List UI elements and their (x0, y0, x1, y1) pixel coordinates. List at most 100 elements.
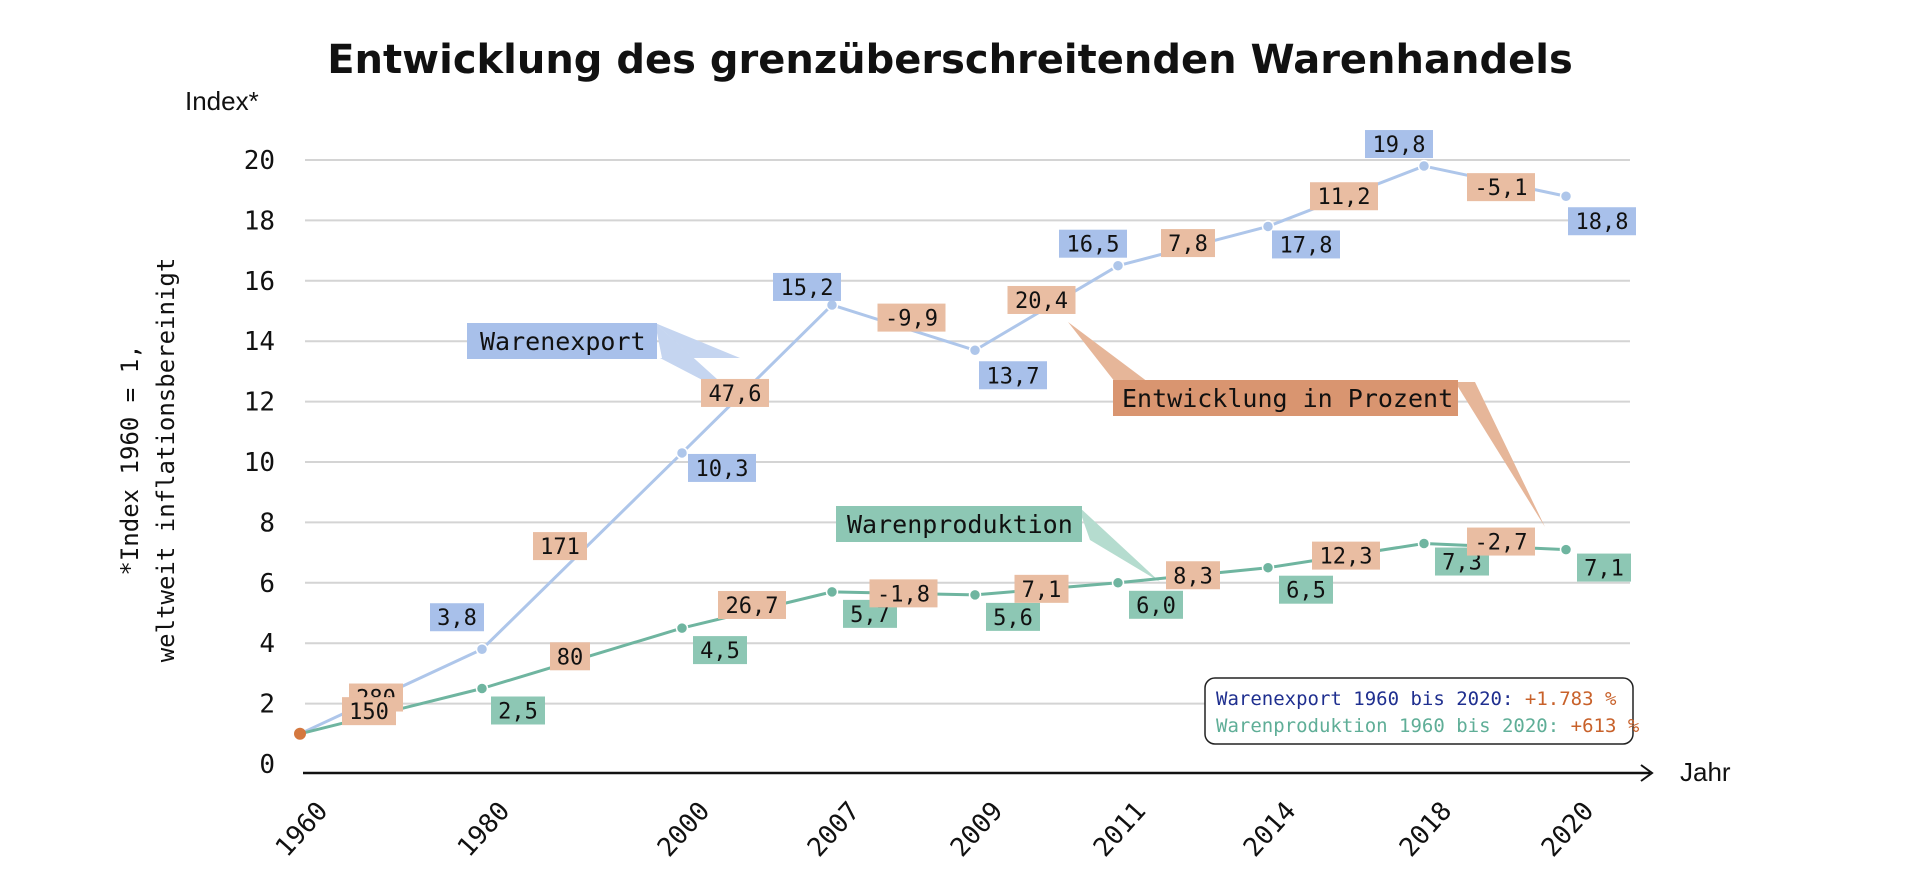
summary-line-production: Warenproduktion 1960 bis 2020: +613 % (1216, 715, 1640, 737)
export-percent-label: 171 (533, 532, 587, 561)
x-tick-label: 2007 (802, 796, 866, 863)
x-axis: Jahr (303, 757, 1731, 787)
export-percent-label-box (1161, 229, 1215, 258)
callout-label-percent: Entwicklung in Prozent (1122, 384, 1453, 413)
y-tick-label: 14 (244, 327, 275, 357)
x-tick-text: 2007 (802, 796, 866, 863)
production-value-label-box (491, 696, 545, 725)
x-tick-label: 2020 (1536, 796, 1600, 863)
x-axis-arrow-icon (1640, 764, 1654, 782)
summary-export-label: Warenexport 1960 bis 2020: (1216, 688, 1513, 710)
export-percent-label-text: 47,6 (709, 382, 762, 407)
series-lines (294, 159, 1573, 740)
production-value-label-box (1577, 553, 1631, 582)
production-value-label: 2,5 (491, 696, 545, 725)
x-tick-label: 2018 (1394, 796, 1458, 863)
callout-pointer-production (1078, 506, 1160, 582)
export-value-label: 15,2 (773, 272, 841, 301)
data-point (1417, 159, 1431, 173)
y-axis-label: Index* (185, 86, 259, 116)
y-tick-labels: 0 2 4 6 8 10 12 14 16 18 20 (244, 146, 275, 780)
y-tick-label: 8 (259, 508, 275, 538)
x-tick-text: 1980 (452, 796, 516, 863)
export-value-label: 3,8 (430, 603, 484, 632)
export-value-label: 19,8 (1365, 130, 1433, 159)
callout-pointer-percent-right (1455, 382, 1545, 527)
production-percent-label-text: 26,7 (726, 594, 779, 619)
production-percent-label-box (1014, 574, 1069, 603)
x-tick-text: 2018 (1394, 796, 1458, 863)
data-labels: 3,810,315,213,716,5 17,819,818,82,54,55,7… (342, 130, 1636, 726)
production-percent-label-text: -1,8 (877, 582, 930, 607)
footnote-line-1: *Index 1960 = 1, (116, 344, 144, 575)
x-tick-text: 2020 (1536, 796, 1600, 863)
production-value-label: 7,1 (1577, 553, 1631, 582)
callout-label-export: Warenexport (480, 327, 646, 356)
x-tick-label: 2014 (1238, 796, 1302, 863)
export-value-label-box (1272, 230, 1340, 259)
series-line-export (299, 164, 1567, 736)
production-value-label-text: 2,5 (498, 700, 538, 725)
export-value-label-text: 15,2 (781, 276, 834, 301)
footnote: *Index 1960 = 1, weltweit inflationsbere… (116, 258, 180, 663)
y-tick-label: 2 (259, 690, 275, 720)
production-percent-label-text: 150 (349, 700, 389, 725)
production-value-label-text: 4,5 (700, 639, 740, 664)
summary-box: Warenexport 1960 bis 2020: +1.783 % Ware… (1204, 677, 1640, 745)
export-value-label-text: 17,8 (1280, 233, 1333, 258)
production-percent-label-text: -2,7 (1475, 531, 1528, 556)
data-point (1261, 561, 1275, 574)
production-value-label-text: 7,1 (1584, 557, 1624, 582)
x-tick-label: 2011 (1088, 796, 1152, 863)
production-value-label: 6,0 (1129, 590, 1183, 619)
production-percent-label-box (550, 642, 590, 671)
production-value-label: 5,6 (986, 602, 1040, 631)
x-tick-labels: 1960 1980 2000 2007 2009 2011 2014 2018 2020 (270, 796, 1600, 863)
callout-pointer-export (655, 323, 740, 398)
y-tick-label: 4 (259, 629, 275, 659)
production-percent-label-text: 7,1 (1022, 578, 1062, 603)
production-percent-label-box (1467, 527, 1535, 556)
x-tick-label: 1960 (270, 796, 334, 863)
x-tick-text: 2009 (945, 796, 1009, 863)
export-percent-label-box (533, 532, 587, 561)
x-tick-label: 2000 (652, 796, 716, 863)
callout-box-percent (1113, 380, 1458, 416)
export-value-label-box (773, 272, 841, 301)
data-point (1111, 576, 1125, 590)
data-point (1417, 537, 1431, 550)
export-value-label-text: 3,8 (437, 606, 477, 631)
export-value-label-box (1365, 130, 1433, 159)
callouts: Warenexport Warenproduktion Entwicklung in… (467, 322, 1545, 582)
export-percent-label-text: 11,2 (1318, 185, 1371, 210)
export-percent-label-text: 20,4 (1015, 289, 1068, 314)
y-tick-label: 10 (244, 448, 275, 478)
export-percent-label: 7,8 (1161, 229, 1215, 258)
data-point (675, 621, 689, 635)
export-value-label-box (979, 361, 1047, 390)
export-value-label-text: 13,7 (987, 364, 1040, 389)
callout-box-export (467, 323, 657, 359)
production-percent-label-box (1166, 561, 1220, 590)
production-percent-label-box (342, 697, 396, 726)
production-percent-label-box (1312, 541, 1380, 570)
production-percent-label: 8,3 (1166, 561, 1220, 590)
callout-box-production (836, 506, 1082, 542)
production-value-label-box (986, 602, 1040, 631)
y-tick-label: 6 (259, 569, 275, 599)
production-percent-label-text: 80 (557, 645, 584, 670)
export-value-label: 10,3 (688, 453, 756, 482)
production-percent-label: 7,1 (1014, 574, 1069, 603)
export-value-label-box (1059, 229, 1127, 258)
export-value-label-text: 19,8 (1373, 133, 1426, 158)
export-percent-label: 11,2 (1310, 182, 1378, 211)
production-value-label-box (1279, 575, 1333, 604)
y-tick-label: 20 (244, 146, 275, 176)
data-point (825, 298, 839, 312)
production-value-label-text: 6,5 (1286, 579, 1326, 604)
export-value-label-text: 16,5 (1067, 233, 1120, 258)
export-value-label: 16,5 (1059, 229, 1127, 258)
x-tick-text: 2014 (1238, 796, 1302, 863)
x-tick-label: 1980 (452, 796, 516, 863)
data-point (825, 585, 839, 599)
